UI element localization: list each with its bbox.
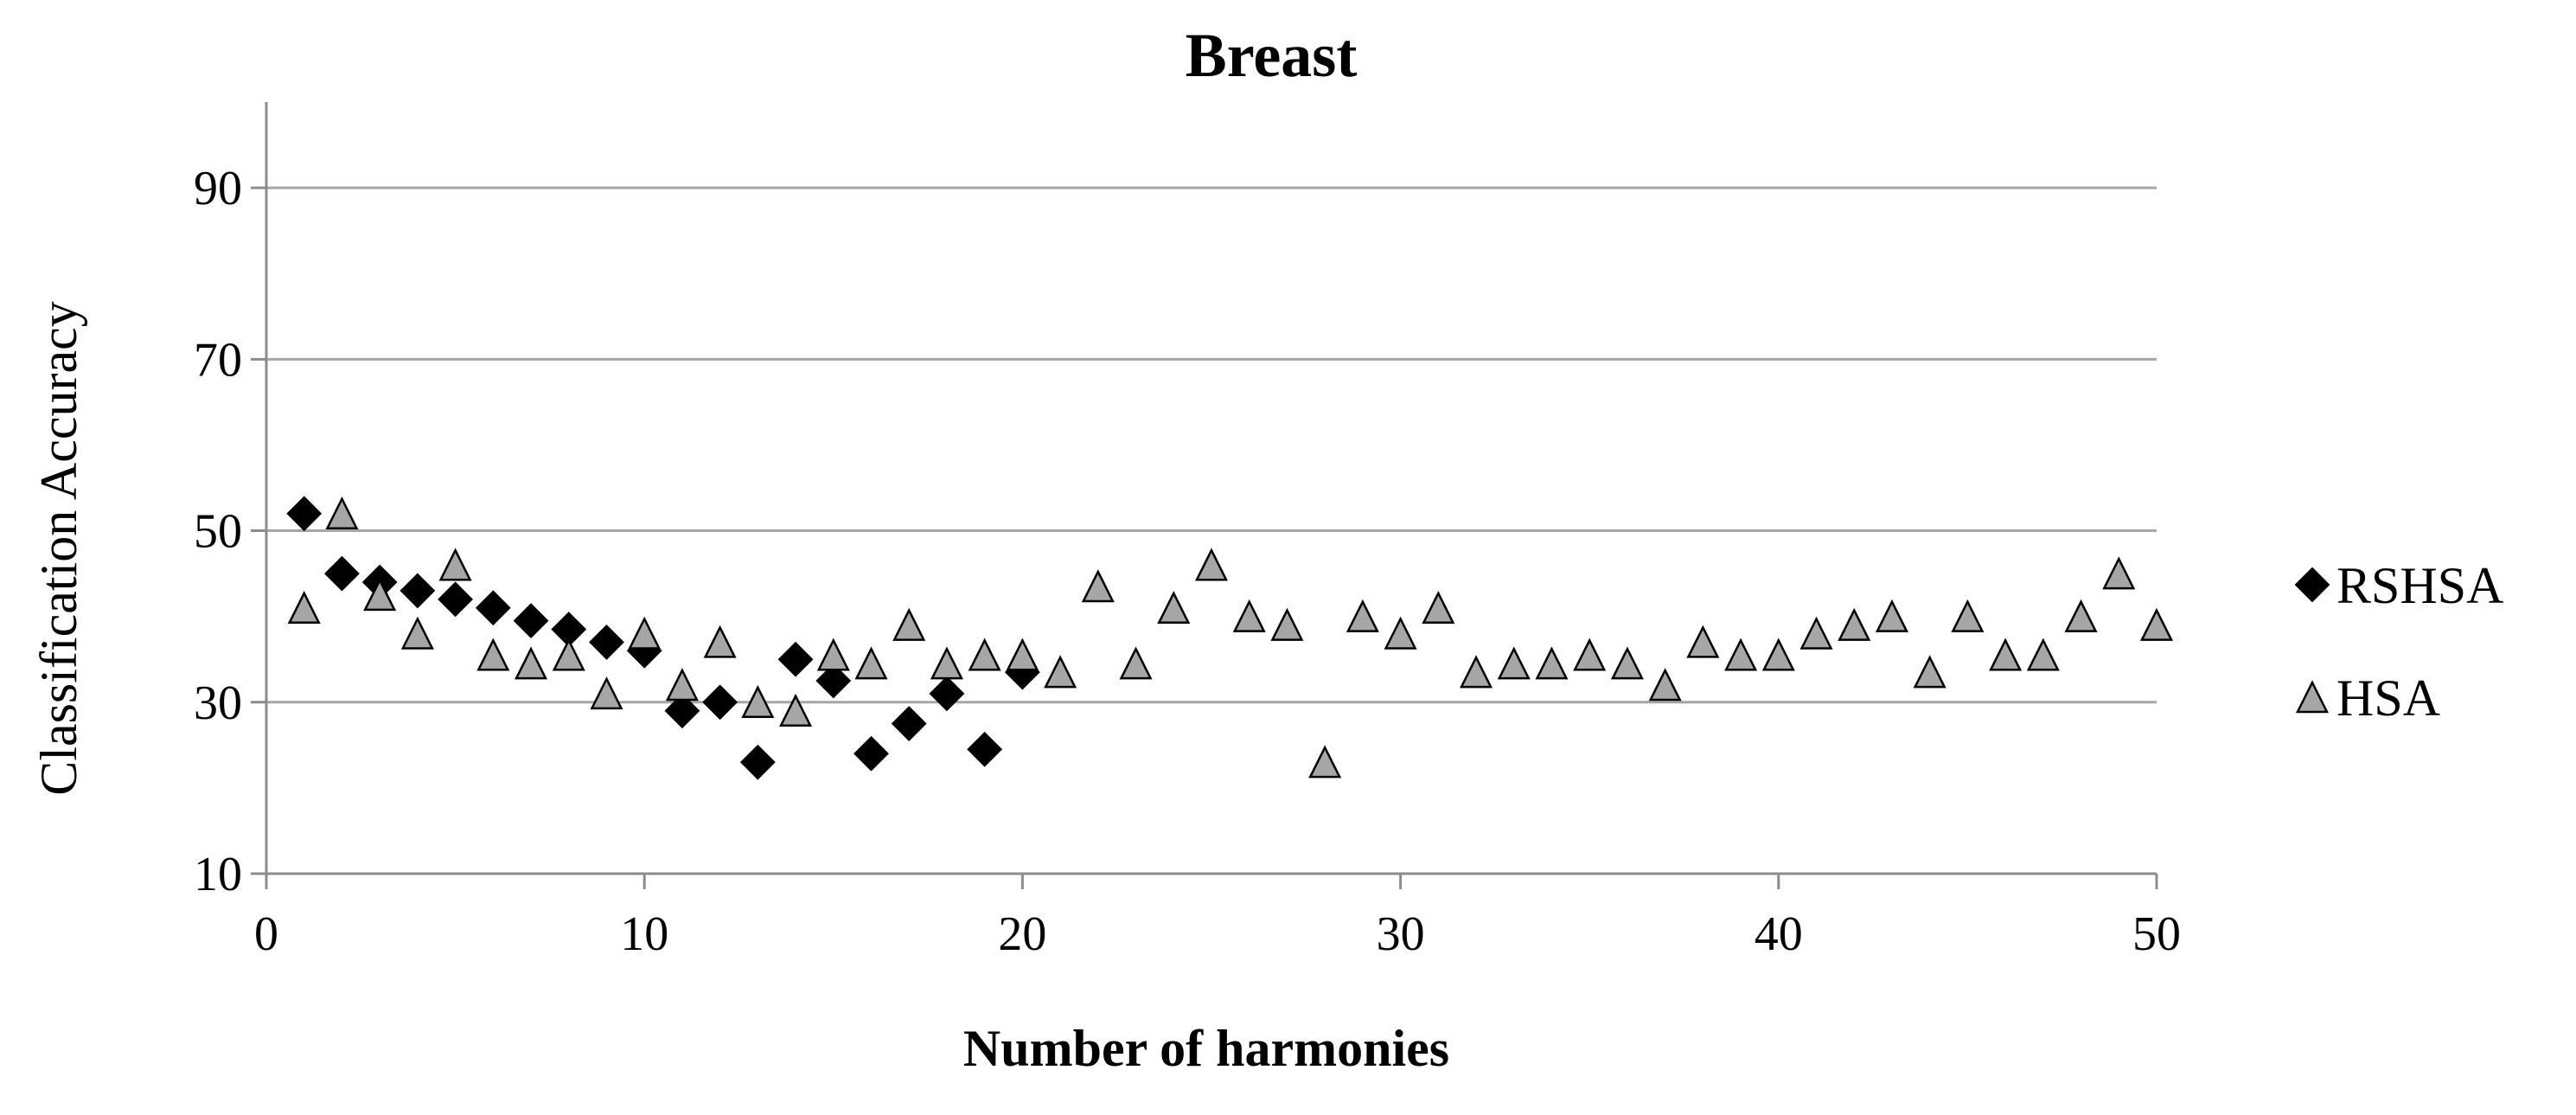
- legend-label: HSA: [2336, 670, 2440, 727]
- hsa-point: [703, 625, 737, 658]
- hsa-point: [2102, 556, 2136, 590]
- legend-marker-rshsa: [2294, 567, 2330, 603]
- chart-title: Breast: [1186, 21, 1358, 90]
- legend-label: RSHSA: [2336, 557, 2503, 614]
- rshsa-point: [929, 676, 965, 712]
- hsa-series: [287, 496, 2174, 779]
- hsa-point: [1799, 616, 1833, 650]
- hsa-point: [438, 548, 472, 581]
- hsa-point: [1194, 548, 1229, 581]
- x-tick-label: 40: [1755, 907, 1803, 961]
- hsa-point: [1157, 590, 1191, 625]
- rshsa-point: [967, 731, 1003, 767]
- y-tick-label: 30: [194, 676, 242, 730]
- rshsa-point: [777, 641, 814, 677]
- hsa-point: [1006, 638, 1039, 671]
- data-markers: [286, 496, 2174, 780]
- y-tick-label: 50: [194, 505, 242, 559]
- x-tick-label: 20: [998, 907, 1046, 961]
- hsa-point: [1989, 638, 2023, 671]
- hsa-point: [2026, 638, 2060, 671]
- hsa-point: [1346, 599, 1379, 632]
- hsa-point: [1497, 646, 1531, 680]
- x-axis-label: Number of harmonies: [963, 1020, 1449, 1077]
- hsa-point: [741, 684, 775, 719]
- rshsa-point: [815, 663, 852, 699]
- legend-item-rshsa: RSHSA: [2294, 557, 2503, 614]
- hsa-point: [1648, 668, 1682, 702]
- hsa-point: [1044, 655, 1077, 689]
- hsa-point: [628, 616, 662, 650]
- hsa-point: [1913, 655, 1946, 689]
- hsa-point: [1270, 607, 1304, 641]
- legend-marker-hsa: [2295, 680, 2330, 714]
- x-tick-label: 50: [2132, 907, 2181, 961]
- hsa-point: [1384, 616, 1417, 650]
- rshsa-point: [853, 735, 889, 772]
- hsa-point: [1724, 638, 1758, 671]
- hsa-point: [816, 638, 850, 671]
- hsa-point: [1232, 599, 1266, 632]
- hsa-point: [1535, 646, 1569, 680]
- hsa-point: [1838, 607, 1871, 641]
- hsa-point: [325, 496, 359, 529]
- rshsa-point: [739, 744, 776, 780]
- hsa-point: [590, 676, 623, 710]
- hsa-point: [968, 638, 1001, 671]
- x-tick-label: 30: [1377, 907, 1425, 961]
- rshsa-point: [475, 590, 511, 626]
- y-tick-label: 10: [194, 848, 242, 901]
- hsa-point: [552, 638, 585, 671]
- x-tick-label: 10: [620, 907, 668, 961]
- y-axis-label: Classification Accuracy: [30, 301, 87, 795]
- legend: RSHSA HSA: [2294, 557, 2503, 727]
- hsa-point: [665, 668, 699, 702]
- hsa-point: [363, 578, 397, 612]
- hsa-point: [1875, 599, 1908, 632]
- hsa-point: [1422, 590, 1455, 625]
- hsa-point: [1119, 646, 1153, 680]
- hsa-point: [1951, 599, 1985, 632]
- x-tick-label: 0: [254, 907, 278, 961]
- hsa-point: [930, 646, 963, 680]
- rshsa-point: [891, 706, 927, 741]
- gridlines: [266, 186, 2157, 704]
- hsa-point: [400, 616, 434, 650]
- rshsa-point: [400, 573, 436, 609]
- rshsa-point: [664, 693, 700, 729]
- hsa-point: [1761, 638, 1795, 671]
- hsa-point: [476, 638, 510, 671]
- hsa-point: [2139, 607, 2174, 641]
- hsa-point: [1686, 625, 1720, 658]
- hsa-point: [1081, 569, 1115, 603]
- y-tick-label: 70: [194, 333, 242, 387]
- hsa-point: [515, 646, 548, 680]
- rshsa-point: [286, 496, 323, 532]
- rshsa-series: [286, 496, 1040, 780]
- hsa-point: [2064, 599, 2098, 632]
- hsa-point: [892, 607, 926, 641]
- rshsa-point: [513, 603, 549, 639]
- rshsa-point: [438, 581, 474, 618]
- rshsa-point: [324, 555, 360, 592]
- y-tick-label: 90: [194, 162, 242, 215]
- hsa-point: [1460, 655, 1493, 689]
- hsa-point: [1610, 646, 1644, 680]
- hsa-point: [1573, 638, 1607, 671]
- hsa-point: [287, 590, 321, 625]
- rshsa-point: [702, 684, 738, 721]
- legend-item-hsa: HSA: [2295, 670, 2440, 727]
- hsa-point: [779, 693, 813, 727]
- rshsa-point: [589, 624, 624, 660]
- hsa-point: [1308, 745, 1342, 779]
- hsa-point: [854, 646, 888, 680]
